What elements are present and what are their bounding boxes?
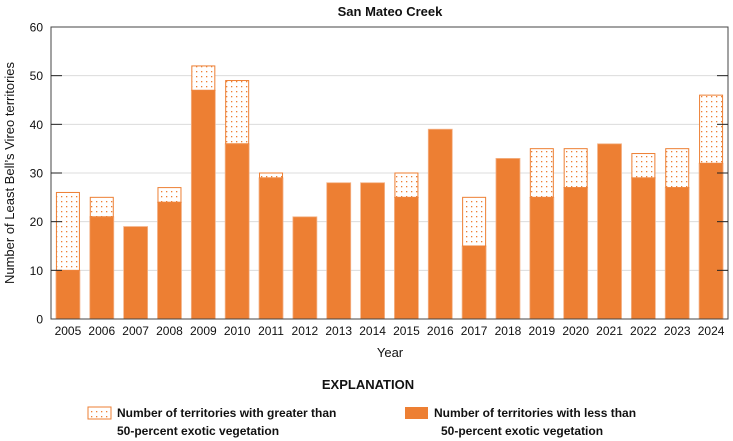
gridlines (51, 75, 728, 271)
x-tick-label: 2021 (596, 324, 623, 338)
x-axis: 2005 2006 2007 2008 2009 2010 2011 2012 2013 2014… (55, 324, 725, 338)
bar-solid-2017 (461, 245, 487, 320)
x-tick-label: 2013 (325, 324, 352, 338)
x-tick-label: 2019 (528, 324, 555, 338)
x-tick-label: 2015 (393, 324, 420, 338)
x-tick-label: 2011 (258, 324, 284, 338)
bar-stipple-2005 (55, 191, 80, 271)
y-tick-label: 20 (30, 215, 44, 229)
bar-solid-2021 (597, 143, 622, 320)
legend-label-solid-2: 50-percent exotic vegetation (441, 424, 603, 438)
x-tick-label: 2007 (122, 324, 149, 338)
bar-solid-2022 (630, 177, 656, 320)
x-tick-label: 2005 (55, 324, 82, 338)
x-tick-label: 2008 (156, 324, 183, 338)
x-tick-label: 2009 (190, 324, 217, 338)
bar-solid-2020 (563, 187, 589, 320)
bar-solid-2013 (326, 182, 352, 320)
y-tick-label: 50 (30, 69, 44, 83)
legend-label-solid-1: Number of territories with less than (434, 406, 636, 420)
legend-title: EXPLANATION (322, 377, 414, 392)
bar-stipple-2022 (631, 153, 656, 179)
bar-solid-2011 (258, 177, 284, 320)
y-tick-label: 30 (30, 167, 44, 181)
bar-stipple-2009 (191, 65, 216, 91)
bar-solid-2008 (157, 201, 182, 320)
bar-solid-2009 (190, 89, 216, 320)
y-tick-label: 10 (30, 264, 44, 278)
bar-solid-2016 (427, 128, 453, 320)
bar-stipple-2023 (665, 148, 690, 189)
bar-solid-2023 (664, 187, 690, 320)
y-tick-label: 40 (30, 118, 44, 132)
legend-swatch-stipple (87, 406, 112, 420)
legend-swatch-solid (405, 407, 428, 419)
bar-stipple-2008 (157, 187, 182, 203)
bar-stipple-2020 (563, 148, 588, 189)
bar-solid-2012 (292, 216, 318, 320)
y-axis-label: Number of Least Bell’s Vireo territories (2, 61, 17, 284)
x-tick-label: 2012 (292, 324, 319, 338)
x-tick-label: 2006 (88, 324, 115, 338)
x-tick-label: 2022 (630, 324, 657, 338)
bar-stipple-2006 (89, 196, 114, 218)
x-tick-label: 2014 (359, 324, 386, 338)
x-tick-label: 2024 (698, 324, 725, 338)
chart-title: San Mateo Creek (338, 4, 444, 19)
y-tick-label: 60 (30, 21, 44, 35)
bar-stipple-2019 (529, 148, 554, 198)
bar-stipple-2024 (699, 94, 724, 164)
x-tick-label: 2016 (427, 324, 454, 338)
bar-solid-2005 (55, 269, 81, 320)
x-tick-label: 2023 (664, 324, 691, 338)
bars (55, 65, 724, 320)
bar-solid-2018 (495, 157, 521, 320)
x-axis-label: Year (377, 345, 404, 360)
bar-stipple-2011 (259, 172, 284, 179)
x-tick-label: 2017 (461, 324, 488, 338)
legend-label-stipple-1: Number of territories with greater than (117, 406, 336, 420)
bar-solid-2010 (224, 143, 250, 320)
bar-solid-2015 (394, 196, 419, 320)
bar-stipple-2015 (394, 172, 419, 198)
bar-solid-2006 (89, 216, 115, 320)
x-tick-label: 2020 (562, 324, 589, 338)
y-tick-label: 0 (36, 313, 43, 327)
bar-solid-2019 (529, 196, 555, 320)
y-axis: 0 10 20 30 40 50 60 (30, 21, 728, 327)
x-tick-label: 2010 (224, 324, 251, 338)
bar-solid-2007 (123, 226, 149, 320)
bar-solid-2024 (698, 162, 724, 320)
legend-label-stipple-2: 50-percent exotic vegetation (117, 424, 279, 438)
x-tick-label: 2018 (495, 324, 522, 338)
bar-solid-2014 (360, 182, 385, 320)
bar-stipple-2010 (225, 80, 250, 145)
bar-stipple-2017 (462, 196, 487, 247)
